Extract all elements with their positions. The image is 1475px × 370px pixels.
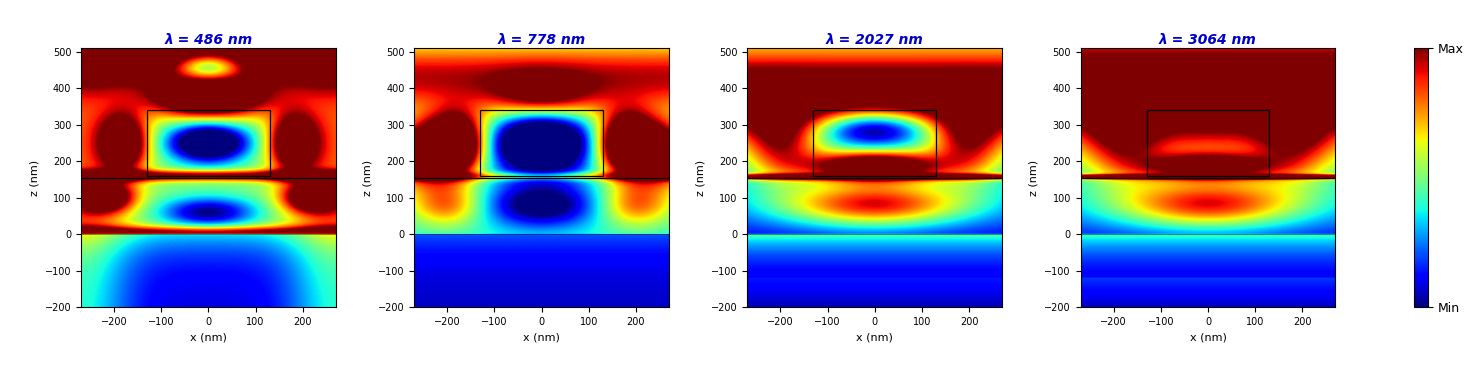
Title: λ = 2027 nm: λ = 2027 nm xyxy=(826,33,923,47)
Y-axis label: z (nm): z (nm) xyxy=(696,159,705,196)
Bar xyxy=(481,110,603,176)
Title: λ = 486 nm: λ = 486 nm xyxy=(164,33,252,47)
X-axis label: x (nm): x (nm) xyxy=(1189,332,1226,342)
X-axis label: x (nm): x (nm) xyxy=(190,332,227,342)
Title: λ = 778 nm: λ = 778 nm xyxy=(497,33,586,47)
Bar xyxy=(1146,110,1270,176)
Title: λ = 3064 nm: λ = 3064 nm xyxy=(1159,33,1257,47)
X-axis label: x (nm): x (nm) xyxy=(524,332,560,342)
Y-axis label: z (nm): z (nm) xyxy=(363,159,372,196)
Y-axis label: z (nm): z (nm) xyxy=(30,159,40,196)
Bar xyxy=(148,110,270,176)
Bar xyxy=(814,110,937,176)
Y-axis label: z (nm): z (nm) xyxy=(1028,159,1038,196)
X-axis label: x (nm): x (nm) xyxy=(857,332,894,342)
